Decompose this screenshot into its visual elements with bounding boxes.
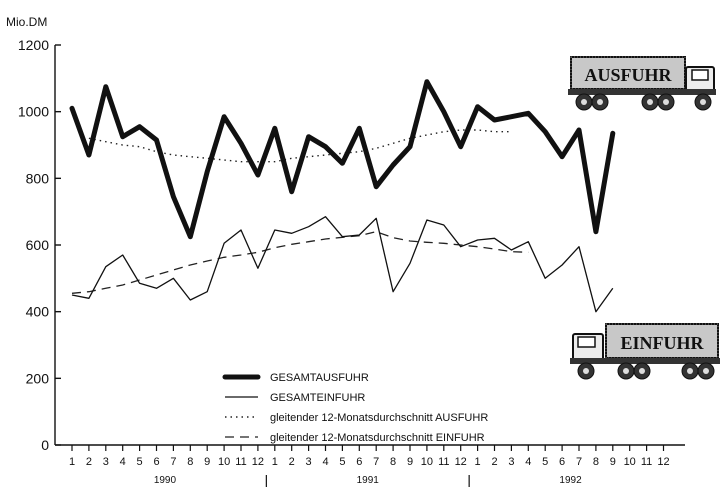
series-layer xyxy=(69,79,616,313)
x-tick-label: 9 xyxy=(407,456,413,468)
x-axis: 1 2 3 4 5 6 7 8 9 10 11 12 1 2 3 4 5 6 7 8 9 10 11 12 1 2 3 4 5 6 7 8 9 1… xyxy=(55,444,685,487)
import-truck-label: EINFUHR xyxy=(620,333,704,353)
legend-label-3: gleitender 12-Monatsdurchschnitt EINFUHR xyxy=(270,432,485,444)
series-line-3 xyxy=(71,231,529,294)
x-tick-label: 11 xyxy=(641,456,652,468)
x-tick-label: 4 xyxy=(525,456,531,468)
legend: GESAMTAUSFUHR GESAMTEINFUHR gleitender 12-… xyxy=(222,372,488,444)
x-tick-label: 8 xyxy=(593,456,599,468)
x-tick-label: 7 xyxy=(576,456,582,468)
x-tick-label: 4 xyxy=(120,456,126,468)
x-tick-label: 11 xyxy=(235,456,246,468)
x-tick-label: 10 xyxy=(421,456,433,468)
x-tick-label: 6 xyxy=(153,456,159,468)
y-tick-label: 600 xyxy=(26,237,50,253)
y-tick-label: 0 xyxy=(41,437,49,453)
year-label: 1991 xyxy=(357,475,380,486)
export-truck-label: AUSFUHR xyxy=(584,65,672,85)
x-tick-label: 3 xyxy=(103,456,109,468)
y-axis-label: Mio.DM xyxy=(6,15,47,29)
x-tick-label: 6 xyxy=(356,456,362,468)
x-tick-label: 1 xyxy=(475,456,481,468)
x-tick-label: 4 xyxy=(322,456,328,468)
x-tick-label: 12 xyxy=(455,456,467,468)
y-tick-label: 1200 xyxy=(18,37,49,53)
x-tick-label: 5 xyxy=(137,456,143,468)
y-tick-label: 1000 xyxy=(18,104,49,120)
legend-label-1: GESAMTEINFUHR xyxy=(270,392,365,404)
y-tick-label: 400 xyxy=(26,304,50,320)
year-label: 1992 xyxy=(559,475,582,486)
import-truck-icon xyxy=(570,323,720,380)
y-axis: 0 200 400 600 800 1000 1200 xyxy=(18,37,61,453)
x-tick-label: 7 xyxy=(373,456,379,468)
x-tick-label: 1 xyxy=(69,456,75,468)
year-label: 1990 xyxy=(154,475,177,486)
x-tick-label: 9 xyxy=(610,456,616,468)
y-tick-label: 200 xyxy=(26,370,50,386)
x-tick-label: 2 xyxy=(491,456,497,468)
series-line-0 xyxy=(69,79,616,240)
x-tick-label: 7 xyxy=(170,456,176,468)
x-tick-label: 2 xyxy=(289,456,295,468)
series-line-1 xyxy=(71,216,614,313)
x-tick-label: 9 xyxy=(204,456,210,468)
x-tick-label: 3 xyxy=(306,456,312,468)
x-tick-label: 8 xyxy=(187,456,193,468)
export-truck-icon xyxy=(568,56,716,111)
x-tick-label: 6 xyxy=(559,456,565,468)
x-tick-label: 10 xyxy=(218,456,230,468)
y-tick-label: 800 xyxy=(26,170,50,186)
x-tick-label: 3 xyxy=(508,456,514,468)
x-tick-label: 1 xyxy=(272,456,278,468)
x-tick-label: 11 xyxy=(438,456,449,468)
x-tick-label: 5 xyxy=(339,456,345,468)
legend-label-2: gleitender 12-Monatsdurchschnitt AUSFUHR xyxy=(270,412,488,424)
legend-label-0: GESAMTAUSFUHR xyxy=(270,372,369,384)
x-tick-label: 12 xyxy=(657,456,669,468)
x-tick-label: 8 xyxy=(390,456,396,468)
x-tick-label: 12 xyxy=(252,456,264,468)
x-tick-label: 5 xyxy=(542,456,548,468)
x-tick-label: 10 xyxy=(624,456,636,468)
x-tick-label: 2 xyxy=(86,456,92,468)
